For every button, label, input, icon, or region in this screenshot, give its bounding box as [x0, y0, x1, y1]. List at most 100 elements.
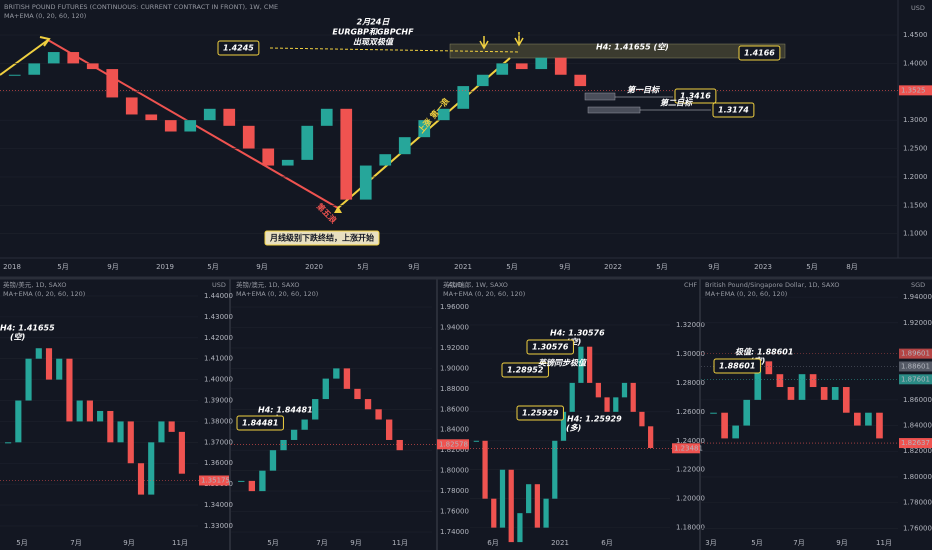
annotation: H4: 1.41655 — [0, 324, 55, 333]
candle — [8, 74, 21, 76]
x-tick-label: 5月 — [751, 539, 762, 547]
candle — [86, 400, 93, 422]
candle — [117, 421, 124, 443]
candle — [359, 165, 372, 200]
candle — [798, 374, 806, 400]
candle — [66, 358, 73, 422]
candle — [820, 387, 828, 400]
candle — [398, 137, 411, 155]
note-box — [264, 230, 380, 246]
indicator-label: MA+EMA (0, 20, 60, 120) — [705, 290, 787, 298]
candle — [25, 358, 32, 401]
candle — [127, 421, 134, 464]
price-tag — [899, 85, 932, 96]
candle — [290, 429, 298, 440]
y-tick-label: 1.32000 — [676, 321, 705, 329]
label-text: 1.30576 — [532, 343, 569, 352]
candle — [508, 469, 514, 543]
y-tick-label: 1.36000 — [204, 459, 233, 467]
candle — [343, 368, 351, 389]
candle — [842, 387, 850, 413]
chart-title: 英镑/美元, 1D, SAXO — [3, 280, 66, 289]
price-tag — [199, 475, 229, 486]
y-tick-label: 1.94000 — [440, 323, 469, 331]
candle — [35, 348, 42, 359]
price-tag-label: 1.82637 — [901, 439, 930, 447]
label-text: 1.4245 — [223, 44, 254, 53]
price-tag — [672, 443, 700, 454]
x-tick-label: 11月 — [172, 539, 188, 547]
x-tick-label: 9月 — [123, 539, 134, 547]
candle — [364, 399, 372, 410]
x-tick-label: 5月 — [506, 263, 517, 271]
x-tick-label: 9月 — [256, 263, 267, 271]
candle — [178, 431, 185, 474]
indicator-label: MA+EMA (0, 20, 60, 120) — [3, 290, 85, 298]
y-tick-label: 1.92000 — [440, 344, 469, 352]
label-box — [236, 415, 284, 431]
y-tick-label: 1.20000 — [676, 495, 705, 503]
annotation: H4: 1.30576 — [550, 329, 605, 338]
candle — [47, 52, 60, 64]
price-tag — [899, 374, 932, 385]
x-tick-label: 7月 — [793, 539, 804, 547]
candle — [569, 382, 575, 412]
x-tick-label: 2022 — [604, 263, 622, 271]
chart-title: 英镑/澳元, 1D, SAXO — [236, 280, 299, 289]
arrow-marker — [334, 206, 342, 213]
label-box — [217, 40, 260, 56]
candle — [322, 378, 329, 400]
candle — [578, 346, 584, 383]
label-text: 1.84481 — [242, 419, 278, 428]
candle — [385, 419, 393, 440]
x-tick-label: 9月 — [559, 263, 570, 271]
annotation: H4: 1.84481 — [258, 406, 313, 415]
candle — [97, 410, 104, 422]
x-tick-label: 7月 — [316, 539, 327, 547]
annotation: 第一目标 — [627, 86, 660, 95]
label-text: 1.4166 — [744, 49, 775, 58]
y-tick-label: 1.39000 — [204, 397, 233, 405]
x-tick-label: 9月 — [836, 539, 847, 547]
candle — [534, 484, 540, 528]
candle — [396, 439, 403, 451]
y-tick-label: 1.86000 — [440, 405, 469, 413]
level-line — [269, 47, 521, 53]
candle — [765, 361, 773, 375]
candle — [125, 97, 138, 115]
x-tick-label: 2020 — [305, 263, 323, 271]
x-tick-label: 2019 — [156, 263, 174, 271]
y-tick-label: 1.33000 — [204, 522, 233, 530]
x-tick-label: 5月 — [16, 539, 27, 547]
candle — [543, 498, 549, 528]
candle — [164, 120, 177, 132]
x-tick-label: 5月 — [656, 263, 667, 271]
annotation: (多) — [566, 424, 581, 433]
y-tick-label: 1.28000 — [676, 379, 705, 387]
x-tick-label: 9月 — [107, 263, 118, 271]
candle — [552, 440, 558, 499]
y-tick-label: 1.42000 — [204, 334, 233, 342]
candle — [312, 399, 319, 420]
y-tick-label: 1.94000 — [903, 293, 932, 301]
candle — [831, 387, 839, 400]
candle — [259, 470, 266, 492]
label-text: 1.3416 — [680, 92, 711, 101]
currency-label: AUD — [448, 281, 462, 289]
candle — [280, 439, 287, 451]
x-tick-label: 11月 — [876, 539, 892, 547]
x-tick-label: 7月 — [70, 539, 81, 547]
candle — [281, 159, 294, 166]
y-tick-label: 1.1000 — [903, 230, 928, 238]
currency-label: USD — [212, 281, 226, 289]
label-box — [526, 339, 574, 355]
y-tick-label: 1.44000 — [204, 292, 233, 300]
y-tick-label: 1.37000 — [204, 438, 233, 446]
candle — [76, 400, 83, 422]
y-tick-label: 1.84000 — [440, 426, 469, 434]
currency-label: USD — [911, 4, 925, 12]
price-tag — [899, 348, 932, 359]
y-tick-label: 1.4500 — [903, 31, 928, 39]
price-tag — [437, 439, 469, 450]
